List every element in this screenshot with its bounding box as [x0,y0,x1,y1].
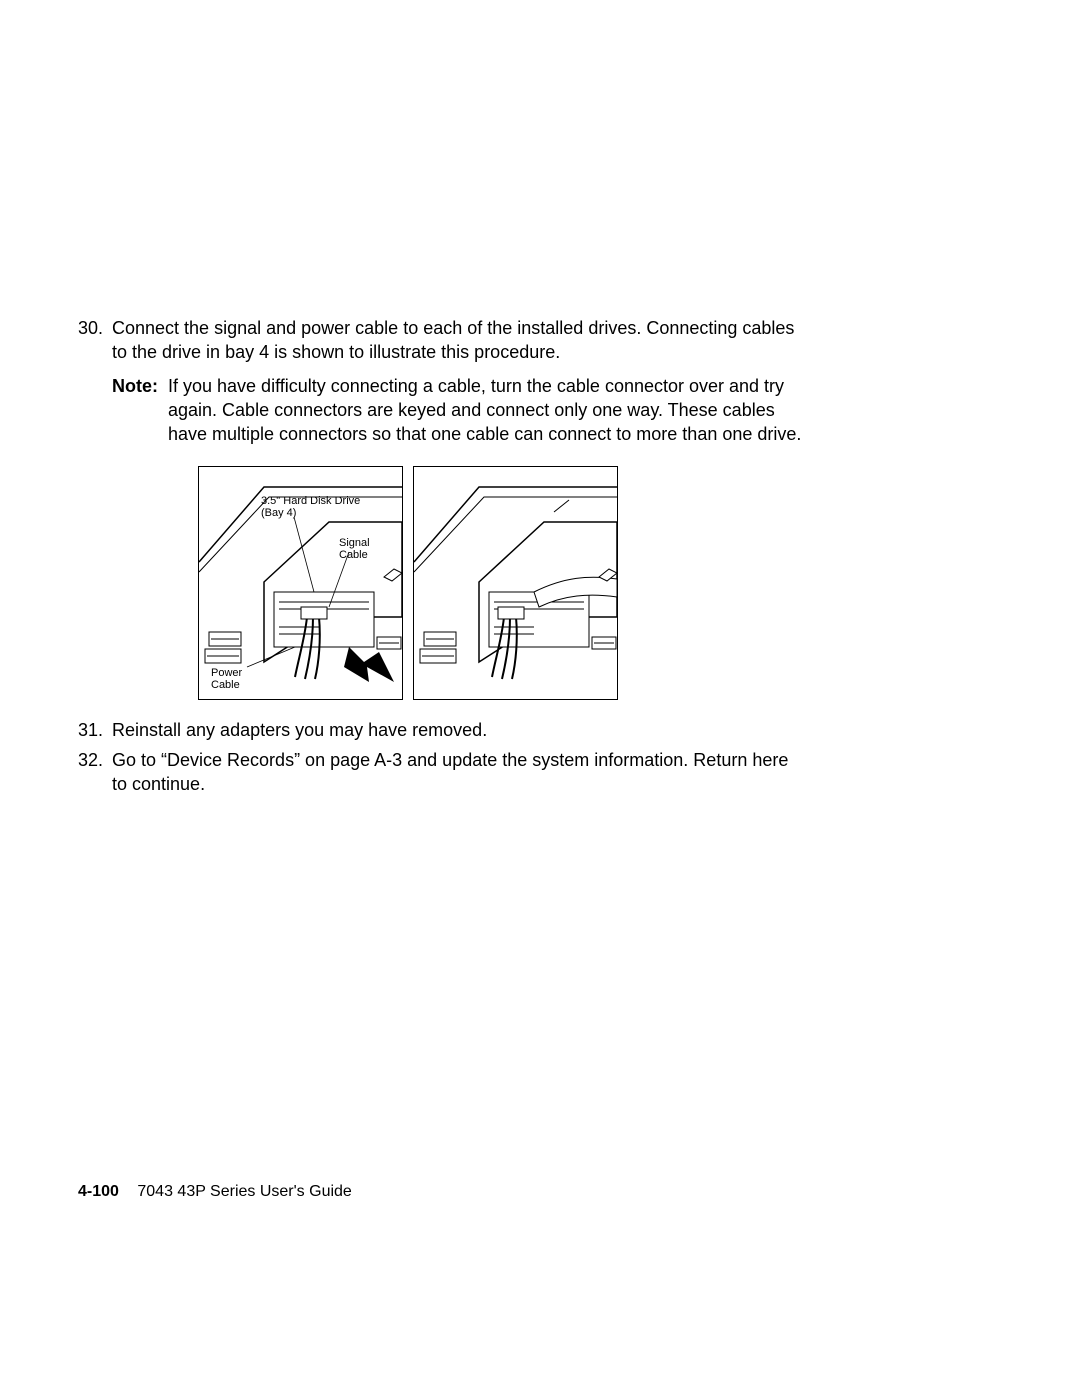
step-text: Reinstall any adapters you may have remo… [112,718,803,742]
step-32: 32. Go to “Device Records” on page A-3 a… [78,748,803,796]
page-number: 4-100 [78,1183,119,1200]
step-text: Go to “Device Records” on page A-3 and u… [112,748,803,796]
note-label: Note: [112,374,168,446]
figure-panel-right [413,466,618,700]
step-30: 30. Connect the signal and power cable t… [78,316,803,364]
figure-panel-left: 3.5" Hard Disk Drive (Bay 4) Signal Cabl… [198,466,403,700]
panel-svg [414,467,617,699]
figure: 3.5" Hard Disk Drive (Bay 4) Signal Cabl… [198,466,803,700]
label-cable2: Cable [211,679,240,691]
note-block: Note: If you have difficulty connecting … [112,374,803,446]
step-number: 30. [78,316,112,364]
label-cable: Cable [339,549,368,561]
step-number: 32. [78,748,112,796]
label-bay: (Bay 4) [261,507,296,519]
step-text: Connect the signal and power cable to ea… [112,316,803,364]
footer-title: 7043 43P Series User's Guide [137,1183,351,1200]
step-31: 31. Reinstall any adapters you may have … [78,718,803,742]
step-number: 31. [78,718,112,742]
label-signal: Signal [339,537,370,549]
page: 30. Connect the signal and power cable t… [0,0,1080,1397]
content-block: 30. Connect the signal and power cable t… [78,316,803,802]
label-drive: 3.5" Hard Disk Drive [261,495,360,507]
note-text: If you have difficulty connecting a cabl… [168,374,803,446]
label-power: Power [211,667,242,679]
page-footer: 4-100 7043 43P Series User's Guide [78,1183,352,1201]
